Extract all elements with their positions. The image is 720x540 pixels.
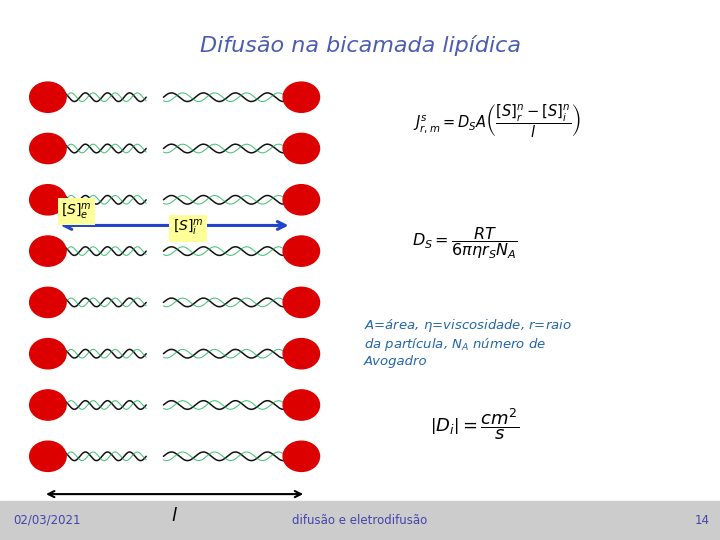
Text: $J^s_{r,m} = D_S A\left(\dfrac{[S]^n_r - [S]^n_i}{l}\right)$: $J^s_{r,m} = D_S A\left(\dfrac{[S]^n_r -… [413,103,580,140]
Ellipse shape [30,236,66,266]
Ellipse shape [283,236,320,266]
Ellipse shape [30,82,66,112]
Text: $[S]_e^m$: $[S]_e^m$ [61,202,91,222]
Text: $D_S = \dfrac{RT}{6\pi\eta r_S N_A}$: $D_S = \dfrac{RT}{6\pi\eta r_S N_A}$ [412,225,517,261]
Text: difusão e eletrodifusão: difusão e eletrodifusão [292,514,428,527]
Ellipse shape [30,287,66,318]
Text: $[S]_i^m$: $[S]_i^m$ [173,218,204,238]
Ellipse shape [30,441,66,471]
Text: 14: 14 [694,514,709,527]
Ellipse shape [30,339,66,369]
Ellipse shape [283,390,320,420]
Ellipse shape [283,287,320,318]
Ellipse shape [30,390,66,420]
Ellipse shape [283,82,320,112]
Ellipse shape [283,441,320,471]
Ellipse shape [30,133,66,164]
Bar [0,501,720,540]
Text: $l$: $l$ [171,507,178,525]
Text: Difusão na bicamada lipídica: Difusão na bicamada lipídica [199,36,521,56]
Ellipse shape [30,185,66,215]
Text: $\left|D_i\right| = \dfrac{cm^2}{s}$: $\left|D_i\right| = \dfrac{cm^2}{s}$ [431,406,520,442]
Text: 02/03/2021: 02/03/2021 [13,514,81,527]
Ellipse shape [283,185,320,215]
Ellipse shape [283,133,320,164]
Text: A=área, $\eta$=viscosidade, r=raio
da partícula, N$_A$ número de
Avogadro: A=área, $\eta$=viscosidade, r=raio da pa… [364,317,572,368]
Ellipse shape [283,339,320,369]
